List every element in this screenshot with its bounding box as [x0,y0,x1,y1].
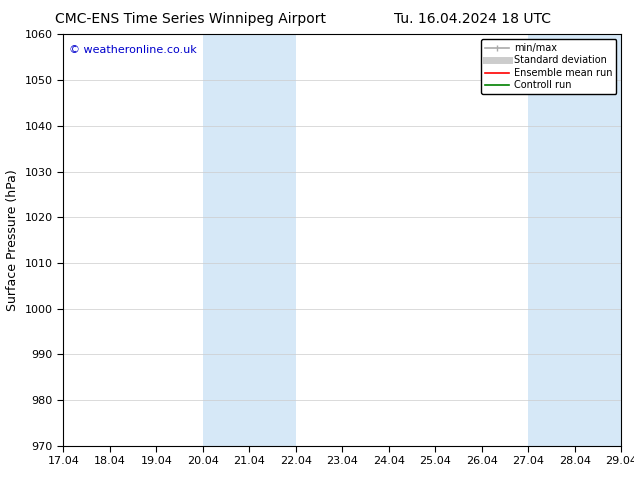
Legend: min/max, Standard deviation, Ensemble mean run, Controll run: min/max, Standard deviation, Ensemble me… [481,39,616,94]
Y-axis label: Surface Pressure (hPa): Surface Pressure (hPa) [6,169,19,311]
Text: Tu. 16.04.2024 18 UTC: Tu. 16.04.2024 18 UTC [394,12,551,26]
Bar [528,34,621,446]
Text: CMC-ENS Time Series Winnipeg Airport: CMC-ENS Time Series Winnipeg Airport [55,12,326,26]
Text: © weatheronline.co.uk: © weatheronline.co.uk [69,45,197,54]
Bar [203,34,296,446]
